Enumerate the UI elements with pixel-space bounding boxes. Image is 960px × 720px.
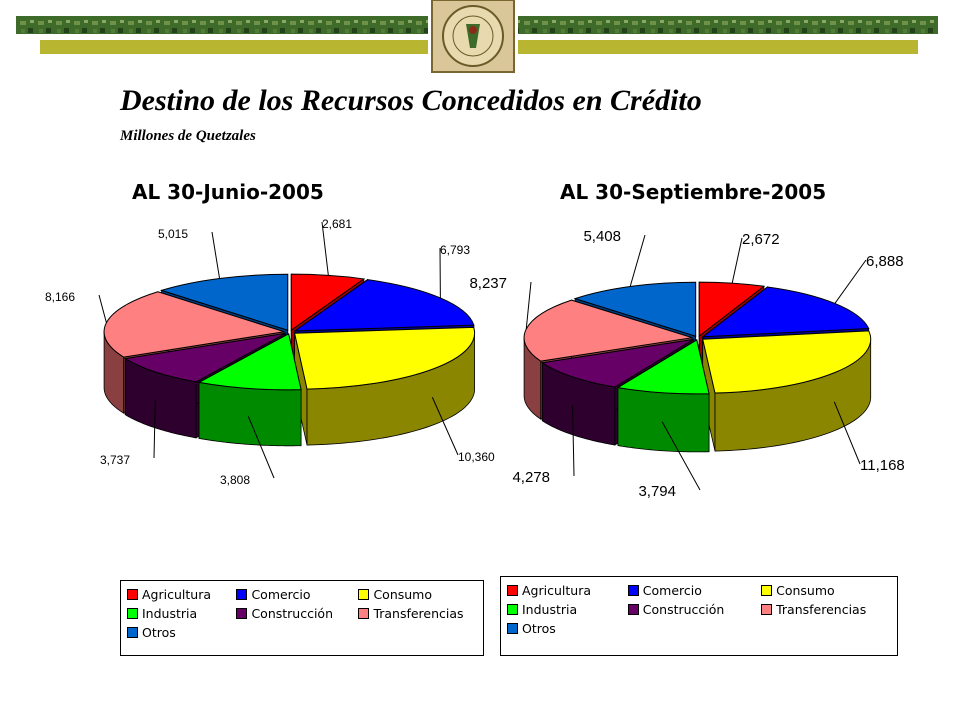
- data-label: 10,360: [458, 450, 495, 464]
- pie-chart-0: 2,681 6,793 10,360 3,808 3,737 8,166 5,015: [45, 217, 495, 487]
- data-label: 6,793: [440, 243, 470, 257]
- data-label: 2,681: [322, 217, 352, 231]
- leader-line: [572, 405, 575, 477]
- data-label: 11,168: [860, 457, 905, 474]
- data-label: 4,278: [512, 469, 550, 486]
- pie-slice-agricultura: [290, 273, 366, 332]
- pie-slice-otros: [159, 273, 289, 331]
- legend-item-transferencias: Transferencias: [761, 602, 891, 617]
- pie-slice-comercio: [293, 279, 475, 332]
- legend-label: Construcción: [642, 602, 725, 617]
- pie-slice-wall: [198, 381, 302, 447]
- legend-swatch: [236, 589, 248, 600]
- legend-item-consumo: Consumo: [358, 587, 477, 602]
- legend-label: Transferencias: [373, 606, 464, 621]
- pie-slice-construccin: [123, 332, 286, 383]
- legend-swatch: [358, 589, 370, 600]
- leader-line: [629, 234, 646, 287]
- legend-swatch: [507, 623, 518, 634]
- legend-item-consumo: Consumo: [761, 583, 891, 598]
- pie-slice-comercio: [701, 286, 870, 338]
- pie-slice-transferencias: [103, 291, 285, 358]
- pie-slice-consumo: [702, 330, 872, 394]
- legend-item-otros: Otros: [127, 625, 224, 640]
- pie-slice-agricultura: [698, 281, 766, 338]
- legend-label: Consumo: [776, 583, 835, 598]
- legend-label: Construcción: [251, 606, 333, 621]
- data-label: 6,888: [866, 253, 904, 270]
- data-label: 5,015: [158, 227, 188, 241]
- seal-logo-icon: [431, 0, 515, 73]
- legend-item-otros: Otros: [507, 621, 616, 636]
- leader-line: [525, 281, 532, 330]
- pie-slice-industria: [197, 333, 302, 391]
- pie-slice-construccin: [540, 338, 694, 388]
- pie-slice-otros: [573, 281, 697, 337]
- legend-swatch: [761, 585, 773, 596]
- leader-line: [153, 399, 156, 459]
- legend-label: Agricultura: [522, 583, 591, 598]
- page-subtitle: Millones de Quetzales: [120, 128, 256, 144]
- leader-line: [833, 401, 861, 465]
- legend-item-agricultura: Agricultura: [127, 587, 224, 602]
- legend-swatch: [507, 604, 518, 615]
- legend-item-transferencias: Transferencias: [358, 606, 477, 621]
- legend-label: Comercio: [642, 583, 702, 598]
- legend-swatch: [507, 585, 518, 596]
- leader-line: [834, 259, 867, 304]
- header-band: [16, 0, 938, 73]
- legend-swatch: [127, 608, 138, 619]
- legend-item-comercio: Comercio: [627, 583, 749, 598]
- legend-item-industria: Industria: [507, 602, 616, 617]
- legend-swatch: [627, 604, 639, 615]
- legend-label: Consumo: [373, 587, 432, 602]
- legend-item-construccin: Construcción: [236, 606, 346, 621]
- legend-swatch: [358, 608, 370, 619]
- legend-swatch: [761, 604, 773, 615]
- pie-slice-industria: [616, 339, 710, 395]
- legend-item-industria: Industria: [127, 606, 224, 621]
- legend-item-construccin: Construcción: [627, 602, 749, 617]
- legend-item-comercio: Comercio: [236, 587, 346, 602]
- legend-swatch: [236, 608, 248, 619]
- page-title: Destino de los Recursos Concedidos en Cr…: [120, 84, 702, 117]
- leader-line: [321, 221, 329, 276]
- legend-september: Agricultura Comercio Consumo Industria Const…: [500, 576, 898, 656]
- chart-title-september: AL 30-Septiembre-2005: [560, 180, 827, 204]
- leader-line: [98, 294, 107, 323]
- pie-slice-consumo: [293, 326, 476, 390]
- leader-line: [211, 231, 221, 279]
- leader-line: [731, 237, 743, 284]
- legend-swatch: [127, 589, 138, 600]
- data-label: 2,672: [742, 231, 780, 248]
- data-label: 3,737: [100, 453, 130, 467]
- legend-label: Industria: [522, 602, 578, 617]
- leader-line: [247, 416, 275, 479]
- legend-label: Otros: [522, 621, 556, 636]
- leader-line: [431, 397, 459, 456]
- legend-swatch: [627, 585, 639, 596]
- leader-line: [661, 421, 701, 491]
- data-label: 8,166: [45, 290, 75, 304]
- legend-label: Comercio: [251, 587, 311, 602]
- pie-chart-1: 2,672 6,888 11,168 3,794 4,278 8,237 5,408: [469, 228, 904, 500]
- pie-slice-wall: [617, 387, 710, 453]
- legend-label: Industria: [142, 606, 198, 621]
- data-label: 5,408: [583, 228, 621, 245]
- legend-label: Agricultura: [142, 587, 211, 602]
- chart-title-june: AL 30-Junio-2005: [132, 180, 324, 204]
- data-label: 3,794: [638, 483, 676, 500]
- legend-item-agricultura: Agricultura: [507, 583, 616, 598]
- data-label: 8,237: [469, 275, 507, 292]
- data-label: 3,808: [220, 473, 250, 487]
- legend-label: Otros: [142, 625, 176, 640]
- legend-june: Agricultura Comercio Consumo Industria Const…: [120, 580, 484, 656]
- legend-label: Transferencias: [776, 602, 867, 617]
- legend-swatch: [127, 627, 138, 638]
